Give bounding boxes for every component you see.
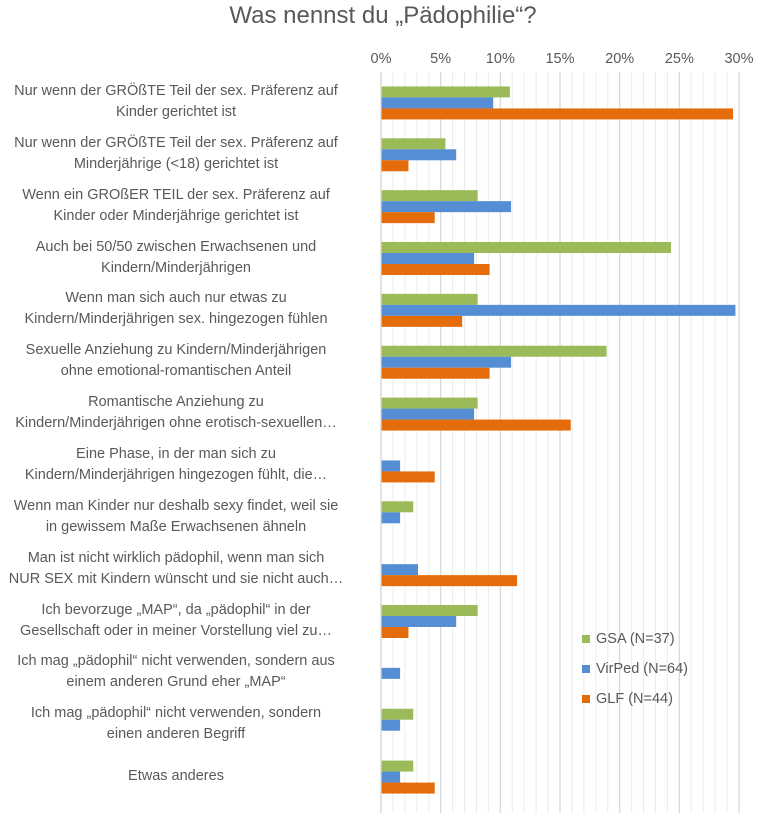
- bar-gsa: [381, 760, 414, 772]
- bar-gsa: [381, 605, 478, 616]
- category-label: Etwas anderes: [0, 766, 366, 787]
- category-label-line: Nur wenn der GRÖßTE Teil der sex. Präfer…: [14, 82, 338, 99]
- category-label: Wenn man Kinder nur deshalb sexy findet,…: [0, 496, 366, 538]
- bar-gsa: [381, 501, 414, 513]
- legend-swatch: [582, 695, 590, 703]
- category-label-line: Ich mag „pädophil“ nicht verwenden, sond…: [17, 653, 335, 670]
- bar-gsa: [381, 242, 671, 253]
- legend-item: VirPed (N=64): [582, 661, 688, 677]
- category-label: Sexuelle Anziehung zu Kindern/Minderjähr…: [0, 340, 366, 382]
- category-label: Man ist nicht wirklich pädophil, wenn ma…: [0, 548, 366, 590]
- category-label-line: in gewissem Maße Erwachsenen ähneln: [45, 518, 307, 535]
- x-tick-label: 0%: [371, 51, 392, 67]
- bar-virped: [381, 97, 494, 109]
- bar-virped: [381, 564, 418, 576]
- category-label-line: Kindern/Minderjährigen sex. hingezogen f…: [24, 311, 328, 328]
- legend-label: VirPed (N=64): [596, 661, 689, 677]
- legend-item: GLF (N=44): [582, 691, 673, 707]
- bar-glf: [381, 627, 409, 638]
- category-label-line: Ich mag „pädophil“ nicht verwenden, sond…: [30, 705, 322, 722]
- bar-glf: [381, 419, 571, 431]
- bar-virped: [381, 667, 401, 679]
- bar-virped: [381, 771, 401, 783]
- category-label-line: Kindern/Minderjährigen: [101, 259, 251, 276]
- bar-virped: [381, 253, 475, 264]
- category-label-line: Minderjährige (<18) gerichtet ist: [73, 155, 279, 172]
- category-label: Nur wenn der GRÖßTE Teil der sex. Präfer…: [0, 81, 366, 123]
- category-label-line: Etwas anderes: [128, 767, 224, 784]
- chart-title: Was nennst du „Pädophilie“?: [229, 2, 537, 29]
- category-label: Ich mag „pädophil“ nicht verwenden, sond…: [0, 703, 366, 745]
- category-label-line: NUR SEX mit Kindern wünscht und sie nich…: [8, 570, 344, 587]
- category-label-line: Kindern/Minderjährigen hingezogen fühlt,…: [24, 466, 328, 483]
- bar-virped: [381, 201, 512, 213]
- x-tick-label: 20%: [605, 51, 634, 67]
- bar-gsa: [381, 345, 607, 357]
- category-label: Eine Phase, in der man sich zu Kindern/Mi…: [0, 444, 366, 486]
- bar-virped: [381, 356, 512, 368]
- bar-virped: [381, 149, 457, 161]
- category-label-line: Eine Phase, in der man sich zu: [76, 445, 276, 462]
- bar-gsa: [381, 293, 478, 305]
- category-label: Nur wenn der GRÖßTE Teil der sex. Präfer…: [0, 133, 366, 175]
- x-tick-label: 25%: [665, 51, 694, 67]
- bar-virped: [381, 460, 401, 472]
- legend-label: GSA (N=37): [596, 631, 675, 647]
- category-label: Auch bei 50/50 zwischen Erwachsenen und K…: [0, 237, 366, 279]
- bar-virped: [381, 512, 401, 524]
- legend-swatch: [582, 635, 590, 643]
- category-label-line: Wenn ein GROßER TEIL der sex. Präferenz …: [22, 186, 330, 203]
- category-label-line: Wenn man Kinder nur deshalb sexy findet,…: [13, 497, 339, 514]
- bar-gsa: [381, 138, 446, 150]
- category-label-line: Wenn man sich auch nur etwas zu: [65, 290, 287, 307]
- category-label-line: Nur wenn der GRÖßTE Teil der sex. Präfer…: [14, 134, 338, 151]
- x-tick-label: 5%: [430, 51, 451, 67]
- x-tick-label: 15%: [545, 51, 574, 67]
- category-label-line: Sexuelle Anziehung zu Kindern/Minderjähr…: [25, 342, 327, 359]
- legend-swatch: [582, 665, 590, 673]
- bar-glf: [381, 315, 463, 327]
- bar-virped: [381, 719, 401, 731]
- category-label: Romantische Anziehung zu Kindern/Minderjä…: [0, 392, 366, 434]
- legend-label: GLF (N=44): [596, 691, 673, 707]
- category-label-line: einen anderen Begriff: [106, 726, 246, 743]
- category-label-line: Auch bei 50/50 zwischen Erwachsenen und: [35, 238, 317, 255]
- bar-glf: [381, 108, 734, 120]
- bar-glf: [381, 212, 435, 224]
- legend-item: GSA (N=37): [582, 631, 675, 647]
- category-label-line: Kinder oder Minderjährige gerichtet ist: [53, 207, 299, 224]
- bar-glf: [381, 575, 518, 587]
- category-label-line: Romantische Anziehung zu: [88, 394, 264, 411]
- category-label-line: Kinder gerichtet ist: [115, 103, 237, 120]
- bar-gsa: [381, 86, 510, 98]
- bar-virped: [381, 616, 457, 627]
- bar-virped: [381, 304, 736, 316]
- x-tick-label: 10%: [486, 51, 515, 67]
- bar-gsa: [381, 708, 414, 720]
- category-label: Ich bevorzuge „MAP“, da „pädophil“ in de…: [0, 600, 366, 642]
- category-label: Wenn man sich auch nur etwas zu Kindern/M…: [0, 288, 366, 330]
- bar-gsa: [381, 190, 478, 202]
- bar-gsa: [381, 397, 478, 409]
- category-label-line: ohne emotional-romantischen Anteil: [60, 363, 292, 380]
- category-label-line: Gesellschaft oder in meiner Vorstellung …: [20, 622, 332, 639]
- x-tick-label: 30%: [724, 51, 753, 67]
- bar-glf: [381, 367, 490, 379]
- bar-glf: [381, 471, 435, 483]
- bar-glf: [381, 782, 435, 794]
- bar-glf: [381, 160, 409, 172]
- category-label: Wenn ein GROßER TEIL der sex. Präferenz …: [0, 185, 366, 227]
- category-label: Ich mag „pädophil“ nicht verwenden, sond…: [0, 651, 366, 693]
- category-label-line: Man ist nicht wirklich pädophil, wenn ma…: [27, 549, 325, 566]
- category-label-line: einem anderen Grund eher „MAP“: [66, 674, 286, 691]
- category-label-line: Kindern/Minderjährigen ohne erotisch-sex…: [15, 415, 337, 432]
- bar-virped: [381, 408, 475, 420]
- bar-glf: [381, 264, 490, 275]
- category-label-line: Ich bevorzuge „MAP“, da „pädophil“ in de…: [41, 601, 311, 618]
